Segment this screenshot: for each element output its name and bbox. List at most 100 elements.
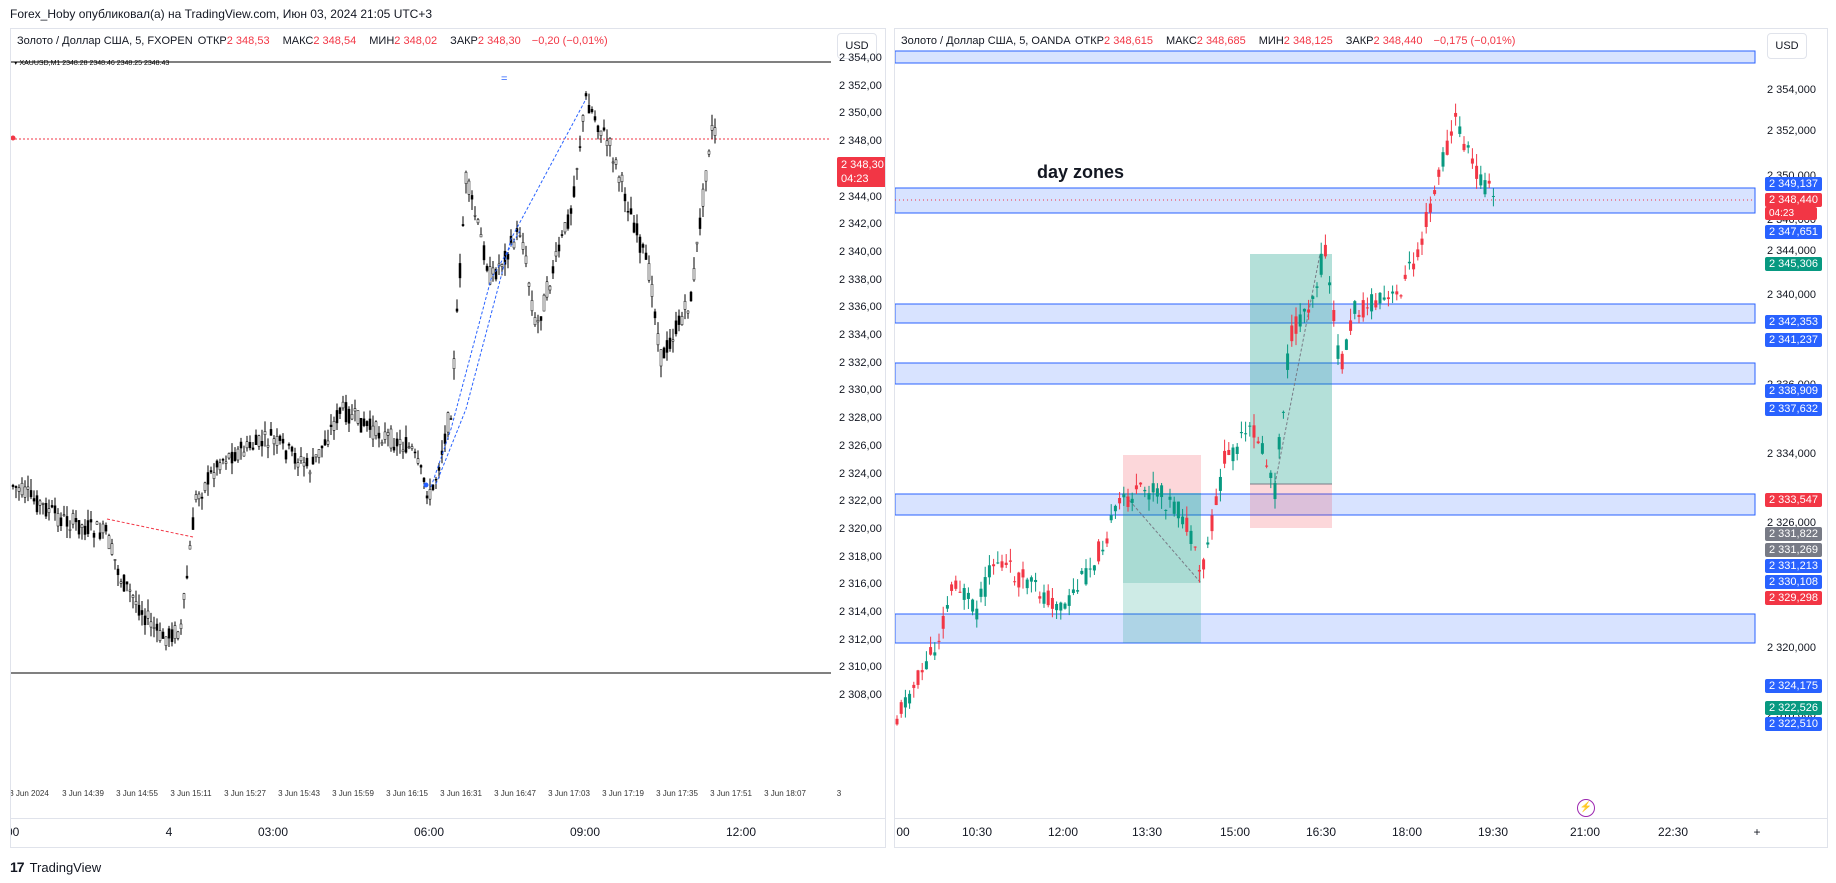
right-price-chart[interactable]	[895, 29, 1827, 847]
mt-time-tick: 3 Jun 17:51	[710, 789, 752, 798]
candle-body	[1134, 485, 1138, 490]
time-tick: 10:30	[961, 825, 993, 839]
mt-candle-body	[473, 215, 477, 217]
candle-body	[1328, 282, 1332, 286]
candle-body	[945, 605, 949, 609]
mt-candle-body	[410, 446, 414, 449]
lightning-icon[interactable]: ⚡	[1577, 799, 1595, 817]
mt-candle-body	[194, 494, 198, 500]
candle-body	[962, 588, 966, 600]
day-zone-band	[895, 50, 1756, 64]
mt-candle-body	[572, 186, 576, 197]
time-tick: 09:00	[569, 825, 601, 839]
candle-body	[1227, 449, 1231, 456]
mt-candle-body	[329, 424, 333, 427]
tradingview-logo-icon: 17	[10, 859, 25, 875]
currency-button[interactable]: USD	[1767, 33, 1807, 59]
mt-candle-body	[176, 631, 180, 639]
mt-candle-body	[122, 574, 126, 592]
candle-body	[1244, 433, 1248, 435]
mt-candle-body	[347, 408, 351, 424]
price-tick: 2 324,00	[839, 467, 882, 480]
candle-body	[1239, 432, 1243, 434]
mt-candle-body	[260, 440, 264, 447]
candle-body	[1076, 590, 1080, 592]
candle-body	[1055, 604, 1059, 611]
candle-body	[1307, 309, 1311, 313]
candle-body	[1462, 143, 1466, 151]
candle-body	[1130, 498, 1134, 503]
mt-candle-body	[272, 438, 276, 445]
price-tag: 2 347,651	[1765, 225, 1822, 239]
candle-body	[1029, 577, 1033, 582]
candle-body	[1046, 590, 1050, 606]
mt-candle-body	[593, 116, 597, 121]
mt-candle-body	[221, 459, 225, 461]
mt-candle-body	[413, 451, 417, 454]
candle-body	[1214, 496, 1218, 506]
mt-candle-body	[134, 601, 138, 605]
mt-candle-body	[86, 520, 90, 535]
mt-candle-body	[449, 418, 453, 420]
candle-body	[1067, 595, 1071, 606]
mt-candle-body	[599, 130, 603, 136]
mt-candle-body	[458, 263, 462, 279]
right-time-axis[interactable]: 00 10:30 12:00 13:30 15:00 16:30 18:00 19:30 21:…	[895, 818, 1827, 847]
candle-body	[983, 577, 987, 597]
candle-body	[1315, 286, 1319, 288]
price-tick: 2 310,00	[839, 661, 882, 674]
mt-candle-body	[212, 472, 216, 479]
mt-time-tick: 3 Jun 15:27	[224, 789, 266, 798]
candle-body	[1277, 437, 1281, 450]
currency-button[interactable]: USD	[837, 33, 877, 59]
candle-body	[1290, 325, 1294, 342]
candle-body	[899, 702, 903, 714]
mt-candle-body	[284, 450, 288, 460]
right-chart-panel[interactable]: Золото / Доллар США, 5, OANDA ОТКР2 348,…	[894, 28, 1828, 848]
price-tick: 2 340,00	[839, 245, 882, 258]
mt-inner-title: ▾ XAUUSD,M1 2348.28 2348.46 2348.25 2348…	[14, 60, 170, 67]
candle-body	[1080, 570, 1084, 574]
mt-candle-body	[512, 241, 516, 249]
time-tick: 22:30	[1657, 825, 1689, 839]
mt-candle-body	[626, 211, 630, 213]
mt-candle-body	[56, 513, 60, 527]
mt-candle-body	[341, 401, 345, 409]
mt-candle-body	[416, 458, 420, 464]
mt-candle-body	[482, 245, 486, 261]
time-tick: 13:30	[1131, 825, 1163, 839]
mt-candle-body	[710, 125, 714, 131]
mt-candle-body	[317, 449, 321, 458]
mt-candle-body	[560, 234, 564, 236]
mt-candle-body	[539, 316, 543, 321]
mt-candle-body	[434, 478, 438, 481]
left-time-axis[interactable]: :00 4 03:00 06:00 09:00 12:00	[11, 818, 885, 847]
candle-body	[908, 693, 912, 704]
mt-candle-body	[542, 294, 546, 312]
mt-candle-body	[281, 438, 285, 444]
mt-candle-body	[698, 217, 702, 229]
mt-candle-body	[659, 349, 663, 367]
footer-brand[interactable]: 17 TradingView	[10, 859, 101, 875]
mt-candle-body	[161, 631, 165, 639]
candle-body	[1050, 597, 1054, 609]
price-tick: 2 350,00	[839, 107, 882, 120]
price-tick: 2 334,000	[1767, 448, 1816, 460]
left-price-chart[interactable]	[11, 29, 885, 847]
price-tag: 2 345,306	[1765, 257, 1822, 271]
mt-candle-body	[551, 266, 555, 274]
mt-candle-body	[485, 265, 489, 271]
candle-body	[912, 684, 916, 688]
mt-candle-body	[452, 358, 456, 369]
mt-candle-body	[707, 150, 711, 155]
mt-candle-body	[299, 456, 303, 462]
mt-candle-body	[518, 235, 522, 237]
mt-time-tick: 3 Jun 15:11	[170, 789, 212, 798]
candle-body	[1286, 353, 1290, 370]
mt-candle-body	[671, 339, 675, 342]
mt-candle-body	[224, 461, 228, 464]
candle-body	[966, 592, 970, 599]
candle-body	[929, 647, 933, 655]
mt-candle-body	[446, 412, 450, 433]
left-chart-panel[interactable]: Золото / Доллар США, 5, FXOPEN ОТКР2 348…	[10, 28, 886, 848]
